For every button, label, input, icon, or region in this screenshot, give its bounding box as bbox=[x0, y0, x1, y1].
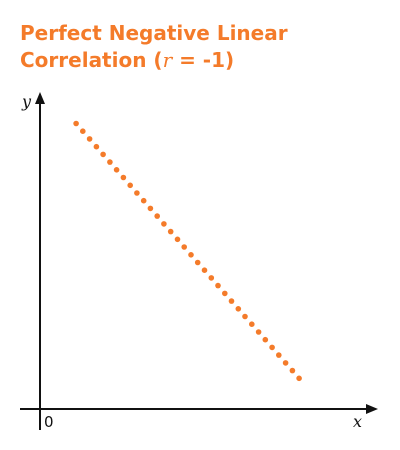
data-point bbox=[282, 360, 289, 366]
data-point bbox=[181, 244, 187, 250]
y-axis: y bbox=[21, 92, 45, 430]
data-point bbox=[249, 321, 255, 328]
data-point bbox=[262, 336, 269, 343]
data-point bbox=[255, 329, 262, 335]
data-point bbox=[201, 267, 208, 274]
data-point bbox=[107, 159, 113, 165]
data-point bbox=[134, 190, 140, 196]
data-point bbox=[269, 344, 275, 351]
data-point bbox=[161, 221, 167, 227]
x-axis-arrow bbox=[366, 404, 378, 414]
chart-title-line-1: Perfect Negative Linear bbox=[20, 21, 288, 45]
x-axis: x bbox=[20, 404, 378, 431]
data-point bbox=[140, 197, 147, 204]
data-point bbox=[167, 228, 174, 235]
data-point bbox=[147, 205, 154, 212]
chart-title-prefix: Correlation ( bbox=[20, 48, 163, 72]
data-point bbox=[80, 128, 86, 134]
data-point bbox=[188, 252, 194, 258]
data-point bbox=[100, 151, 106, 158]
data-point bbox=[86, 136, 93, 142]
correlation-r-symbol: r bbox=[162, 48, 173, 72]
chart-title-suffix: = -1) bbox=[172, 48, 235, 72]
data-point bbox=[174, 236, 181, 243]
data-point bbox=[208, 275, 215, 281]
data-points bbox=[73, 120, 302, 382]
data-point bbox=[228, 298, 235, 304]
data-point bbox=[215, 282, 221, 289]
data-point bbox=[276, 352, 282, 358]
data-point bbox=[242, 313, 248, 320]
x-axis-label: x bbox=[353, 412, 362, 431]
data-point bbox=[127, 182, 133, 189]
y-axis-arrow bbox=[35, 92, 45, 104]
data-point bbox=[120, 174, 127, 181]
data-point bbox=[289, 367, 296, 374]
chart-title: Perfect Negative Linear Correlation (r =… bbox=[20, 20, 390, 74]
y-axis-label: y bbox=[21, 92, 32, 111]
data-point bbox=[154, 213, 160, 219]
data-point bbox=[296, 375, 302, 382]
data-point bbox=[73, 120, 79, 127]
data-point bbox=[194, 259, 201, 266]
data-point bbox=[113, 167, 120, 173]
data-point bbox=[93, 143, 100, 150]
origin-label: 0 bbox=[44, 413, 54, 431]
chart-title-line-2: Correlation (r = -1) bbox=[20, 47, 390, 74]
data-point bbox=[222, 290, 228, 297]
data-point bbox=[235, 306, 242, 312]
